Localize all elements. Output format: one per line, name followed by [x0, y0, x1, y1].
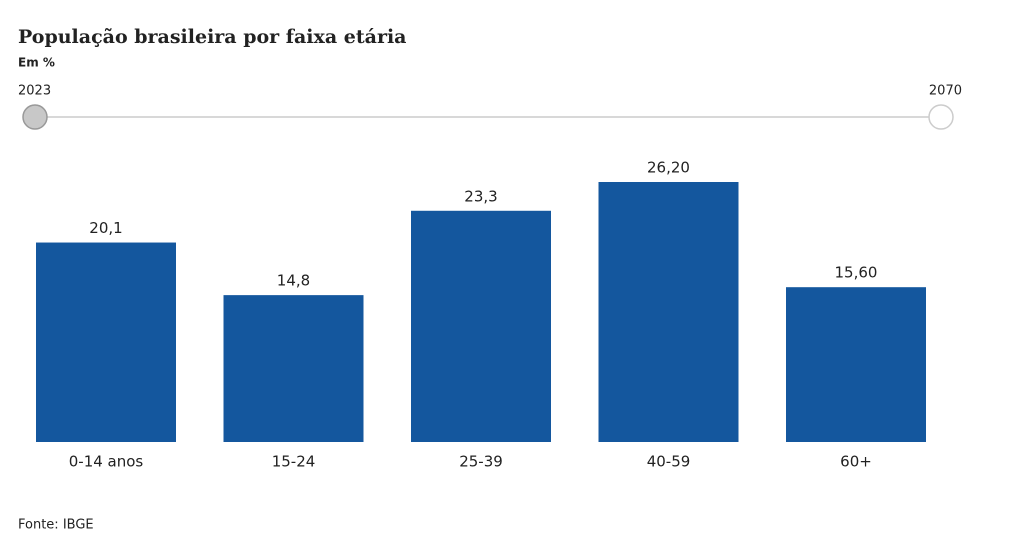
bar: [36, 242, 176, 442]
slider-handle[interactable]: [22, 104, 48, 130]
value-label: 26,20: [647, 159, 690, 177]
x-tick-label: 40-59: [647, 453, 691, 471]
x-tick-label: 60+: [840, 453, 872, 471]
value-label: 20,1: [89, 219, 122, 237]
chart-subtitle: Em %: [18, 56, 55, 70]
value-label: 15,60: [835, 264, 878, 282]
bar: [786, 287, 926, 442]
source: Fonte: IBGE: [18, 518, 94, 533]
x-tick-label: 0-14 anos: [69, 453, 144, 471]
slider-end-label: 2070: [929, 84, 962, 99]
slider-end[interactable]: [928, 104, 954, 130]
bar: [598, 182, 739, 442]
slider-start-label: 2023: [18, 84, 51, 99]
value-label: 23,3: [464, 187, 497, 205]
bar: [411, 210, 551, 442]
bar: [223, 295, 364, 442]
value-label: 14,8: [277, 272, 310, 290]
x-tick-label: 15-24: [272, 453, 316, 471]
x-tick-label: 25-39: [459, 453, 503, 471]
chart-title: População brasileira por faixa etária: [18, 26, 406, 48]
